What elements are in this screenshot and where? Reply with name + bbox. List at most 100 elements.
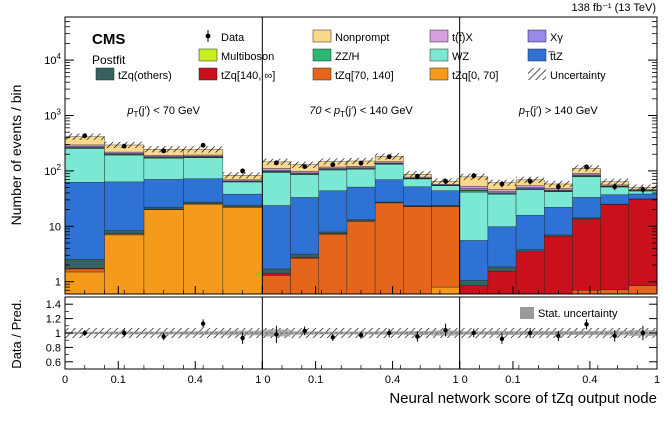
ratio-point-4 <box>240 335 245 341</box>
ratio-stat-band-3 <box>183 331 223 335</box>
bar-tzq070-2 <box>143 209 184 295</box>
legend-swatch <box>312 29 332 43</box>
bar-zzh-12 <box>459 190 489 193</box>
legend: Data Nonprompt t(t̅)X Xγ Multiboson ZZ/H WZ t̅t… <box>95 29 606 82</box>
bar-tzq070-3 <box>183 204 224 295</box>
bar-ttz-4 <box>222 193 263 206</box>
bar-wz-0 <box>64 148 105 183</box>
x-tick-labels: 0 0.1 0.4 1 0 0.1 0.4 1 0 0.1 0.4 1 <box>62 374 660 386</box>
bar-ttx-14 <box>515 185 545 188</box>
legend-entry-1: Nonprompt <box>312 29 389 44</box>
ratio-point-0 <box>82 330 87 336</box>
ratio-point-6 <box>302 328 307 334</box>
legend-label: tZq(others) <box>118 70 172 82</box>
bar-wz-12 <box>459 191 489 241</box>
legend-label: tZq[70, 140] <box>335 70 394 82</box>
region-label-2: pT(j′) > 140 GeV <box>518 105 598 119</box>
bar-tzqothers-12 <box>459 280 489 286</box>
bar-ttx-12 <box>459 185 489 189</box>
uncertainty-3 <box>183 146 223 153</box>
region-labels: pT(j′) < 70 GeV 70 < pT(j′) < 140 GeV pT(j… <box>126 105 598 119</box>
uncertainty-7 <box>318 158 347 165</box>
legend-swatch <box>527 48 547 62</box>
bar-ttz-14 <box>515 215 545 250</box>
legend-label: ZZ/H <box>335 51 359 63</box>
legend-label: tZq[0, 70] <box>452 70 498 82</box>
stat-uncertainty-label: Stat. uncertainty <box>538 308 618 320</box>
bar-tzq70140-7 <box>318 234 348 295</box>
bar-ttz-0 <box>64 181 105 260</box>
bar-tzq140-12 <box>459 285 489 295</box>
data-point-14 <box>527 178 533 184</box>
ratio-y-tick-label-1: 0.8 <box>46 342 61 354</box>
legend-entry-5: ZZ/H <box>312 48 359 63</box>
data-point-9 <box>386 154 392 160</box>
bar-tzq70140-17 <box>600 289 630 295</box>
bar-ttz-16 <box>572 197 601 219</box>
data-point-15 <box>555 184 561 190</box>
y-axis-title: Number of events / bin <box>8 85 24 226</box>
y-tick-label-2: 102 <box>44 163 61 178</box>
bar-tzqothers-2 <box>143 207 184 210</box>
bar-tzq140-15 <box>544 236 573 295</box>
legend-swatch <box>429 29 449 43</box>
legend-swatch <box>198 48 218 62</box>
bar-ttz-11 <box>431 190 460 206</box>
legend-swatch <box>95 67 115 81</box>
bar-ttx-8 <box>346 166 376 168</box>
bar-tzq70140-0 <box>64 268 105 273</box>
bar-tzq070-4 <box>222 207 263 295</box>
ratio-point-15 <box>556 333 561 339</box>
legend-label: t(t̅)X <box>452 32 473 44</box>
bar-wz-11 <box>431 185 460 191</box>
bar-tzqothers-4 <box>222 204 263 208</box>
legend-entry-8: tZq(others) <box>95 67 172 82</box>
ratio-point-14 <box>527 330 533 336</box>
legend-entry-9: tZq[140, ∞] <box>198 67 275 82</box>
bar-wz-8 <box>346 169 376 188</box>
legend-swatch <box>429 67 449 81</box>
uncertainty-4 <box>222 172 263 179</box>
bar-tzqothers-13 <box>487 266 517 272</box>
bar-wz-9 <box>374 164 404 180</box>
legend-label: Data <box>221 32 245 44</box>
bar-ttz-17 <box>600 194 630 205</box>
ratio-data-points <box>82 319 646 344</box>
bar-ttz-10 <box>403 186 432 206</box>
bar-tzq070-11 <box>431 286 460 295</box>
bar-tzq70140-6 <box>290 258 319 295</box>
data-point-16 <box>584 164 589 170</box>
cms-label: CMS <box>92 31 125 48</box>
main-frame <box>64 16 658 295</box>
legend-swatch <box>198 67 218 81</box>
bar-ttz-7 <box>318 190 348 233</box>
ratio-point-9 <box>386 330 392 336</box>
main-data-points <box>82 133 646 194</box>
legend-entry-11: tZq[0, 70] <box>429 67 498 82</box>
bar-tzq140-14 <box>515 251 545 295</box>
region-label-1: 70 < pT(j′) < 140 GeV <box>309 105 413 119</box>
x-tick-label-6: 0.1 <box>308 374 323 386</box>
bar-ttx-5 <box>262 168 291 171</box>
ratio-point-2 <box>161 334 166 339</box>
ratio-point-3 <box>200 321 206 326</box>
bar-wz-1 <box>104 154 145 183</box>
bar-tzqothers-7 <box>318 231 348 234</box>
legend-entry-12: Uncertainty <box>528 68 606 82</box>
x-tick-label-5: 0 <box>264 374 270 386</box>
bar-ttx-16 <box>572 173 601 176</box>
bar-ttz-1 <box>104 181 145 231</box>
x-tick-label-3: 0.4 <box>188 374 203 386</box>
data-point-0 <box>82 133 88 139</box>
bar-ttz-9 <box>374 179 404 203</box>
bar-ttx-13 <box>487 189 517 193</box>
ratio-point-16 <box>584 322 589 327</box>
ratio-y-tick-label-3: 1.2 <box>46 314 61 326</box>
bar-wz-3 <box>183 157 224 179</box>
bar-tzq70140-9 <box>374 202 404 295</box>
bar-tzq70140-18 <box>628 285 658 295</box>
x-axis-title: Neural network score of tZq output node <box>389 390 657 407</box>
ratio-y-tick-label-2: 1 <box>55 328 61 340</box>
ratio-point-13 <box>499 336 505 341</box>
